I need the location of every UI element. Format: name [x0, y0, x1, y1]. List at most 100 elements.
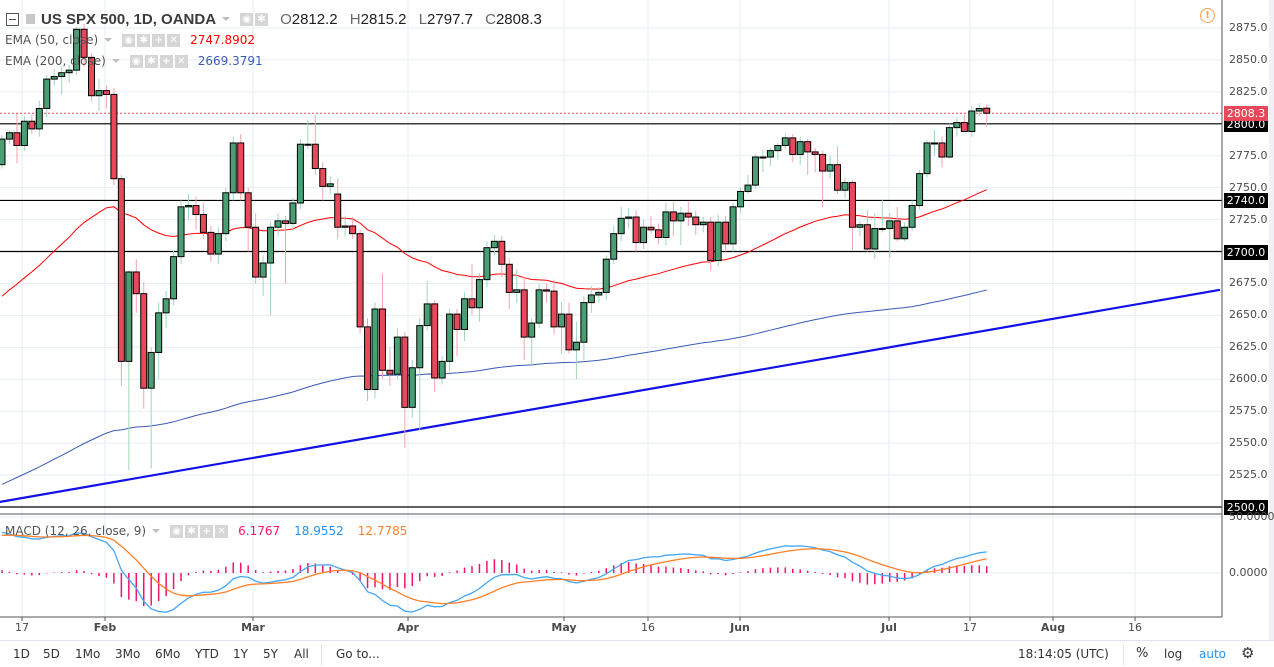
candle-up: [595, 291, 603, 296]
range-6mo[interactable]: 6Mo: [155, 647, 181, 661]
candle-up: [296, 143, 304, 204]
ema200-value: 2669.3791: [197, 54, 263, 68]
chevron-down-icon[interactable]: [222, 17, 231, 21]
close-icon[interactable]: ✕: [167, 33, 181, 47]
price-tick-label: 2600.0: [1229, 372, 1268, 386]
candle-up: [878, 228, 886, 231]
ema50-legend[interactable]: EMA (50, close) ◉ ✱ + ✕ 2747.8902: [5, 32, 261, 48]
candle-up: [222, 192, 230, 235]
price-chart[interactable]: [0, 0, 1274, 640]
alert-icon[interactable]: !: [1200, 8, 1215, 23]
candle-up: [640, 226, 648, 244]
candle-up: [408, 367, 416, 408]
percent-toggle[interactable]: %: [1136, 646, 1149, 661]
candle-up: [729, 206, 737, 245]
plus-icon[interactable]: +: [200, 524, 214, 538]
candle-up: [423, 303, 431, 327]
candle-down: [237, 142, 245, 194]
candle-up: [528, 322, 536, 338]
range-1y[interactable]: 1Y: [233, 647, 248, 661]
clock[interactable]: 18:14:05 (UTC): [1018, 647, 1109, 661]
candle-up: [916, 173, 924, 207]
time-tick-label: Aug: [1040, 621, 1066, 634]
candle-up: [699, 221, 707, 226]
symbol-title[interactable]: US SPX 500, 1D, OANDA: [41, 10, 217, 28]
ema50-line: [1, 189, 987, 297]
range-5y[interactable]: 5Y: [263, 647, 278, 661]
candle-up: [841, 182, 849, 191]
chevron-down-icon[interactable]: [111, 59, 120, 63]
candle-up: [185, 205, 192, 208]
close-icon[interactable]: ✕: [174, 54, 188, 68]
gear-icon[interactable]: ⚙: [1241, 644, 1255, 662]
candle-up: [177, 206, 185, 258]
eye-icon[interactable]: ◉: [122, 33, 136, 47]
collapse-icon[interactable]: [6, 12, 19, 26]
level-price-tag: 2740.0: [1224, 193, 1268, 209]
close-label: C: [485, 10, 496, 28]
log-toggle[interactable]: log: [1164, 647, 1183, 661]
candle-down: [117, 178, 125, 362]
gear-icon[interactable]: ✱: [255, 12, 269, 26]
goto-button[interactable]: Go to...: [336, 647, 380, 661]
candle-up: [446, 313, 454, 362]
auto-toggle[interactable]: auto: [1199, 647, 1227, 661]
high-label: H: [349, 10, 361, 28]
candle-up: [826, 164, 834, 172]
candle-up: [125, 271, 133, 362]
candle-down: [983, 107, 991, 114]
candle-up: [572, 341, 580, 351]
candle-up: [580, 302, 588, 343]
range-1mo[interactable]: 1Mo: [75, 647, 101, 661]
range-all[interactable]: All: [294, 647, 309, 661]
right-scrollbar[interactable]: [1269, 0, 1274, 640]
divider: [1123, 645, 1124, 665]
plus-icon[interactable]: +: [159, 54, 173, 68]
gear-icon[interactable]: ✱: [137, 33, 151, 47]
eye-icon[interactable]: ◉: [240, 12, 254, 26]
ema50-label[interactable]: EMA (50, close): [5, 33, 99, 47]
candle-down: [834, 164, 842, 191]
candle-down: [207, 231, 215, 255]
candle-up: [908, 205, 916, 228]
eye-icon[interactable]: ◉: [129, 54, 143, 68]
candle-up: [147, 351, 155, 389]
price-tick-label: 2550.0: [1229, 436, 1268, 450]
range-3mo[interactable]: 3Mo: [115, 647, 141, 661]
chevron-down-icon[interactable]: [104, 38, 113, 42]
flag-icon[interactable]: [26, 14, 35, 24]
range-ytd[interactable]: YTD: [195, 647, 219, 661]
candle-down: [565, 313, 573, 351]
macd-tick-label: 0.0000: [1229, 566, 1268, 579]
ema200-legend[interactable]: EMA (200, close) ◉ ✱ + ✕ 2669.3791: [5, 53, 269, 69]
macd-legend[interactable]: MACD (12, 26, close, 9) ◉ ✱ + ✕ 6.1767 1…: [5, 523, 413, 539]
candle-down: [199, 213, 207, 233]
gear-icon[interactable]: ✱: [185, 524, 199, 538]
gear-icon[interactable]: ✱: [144, 54, 158, 68]
range-5d[interactable]: 5D: [43, 647, 60, 661]
eye-icon[interactable]: ◉: [170, 524, 184, 538]
range-1d[interactable]: 1D: [13, 647, 30, 661]
plus-icon[interactable]: +: [152, 33, 166, 47]
candle-down: [811, 151, 819, 155]
candle-up: [953, 122, 961, 129]
candle-up: [617, 217, 625, 235]
candle-down: [132, 271, 140, 295]
macd-label[interactable]: MACD (12, 26, close, 9): [5, 524, 147, 538]
candle-up: [856, 224, 864, 228]
candle-up: [759, 156, 767, 159]
candle-up: [871, 228, 879, 250]
candle-up: [610, 233, 618, 260]
close-icon[interactable]: ✕: [215, 524, 229, 538]
candle-down: [789, 137, 797, 155]
candle-down: [722, 221, 730, 245]
candle-down: [669, 211, 677, 222]
ema200-label[interactable]: EMA (200, close): [5, 54, 106, 68]
candle-down: [431, 303, 439, 379]
candle-down: [311, 143, 319, 170]
candle-up: [155, 312, 163, 353]
price-tick-label: 2525.0: [1229, 468, 1268, 482]
time-tick-label: 17: [15, 621, 29, 634]
chevron-down-icon[interactable]: [152, 529, 161, 533]
candle-down: [349, 225, 357, 235]
